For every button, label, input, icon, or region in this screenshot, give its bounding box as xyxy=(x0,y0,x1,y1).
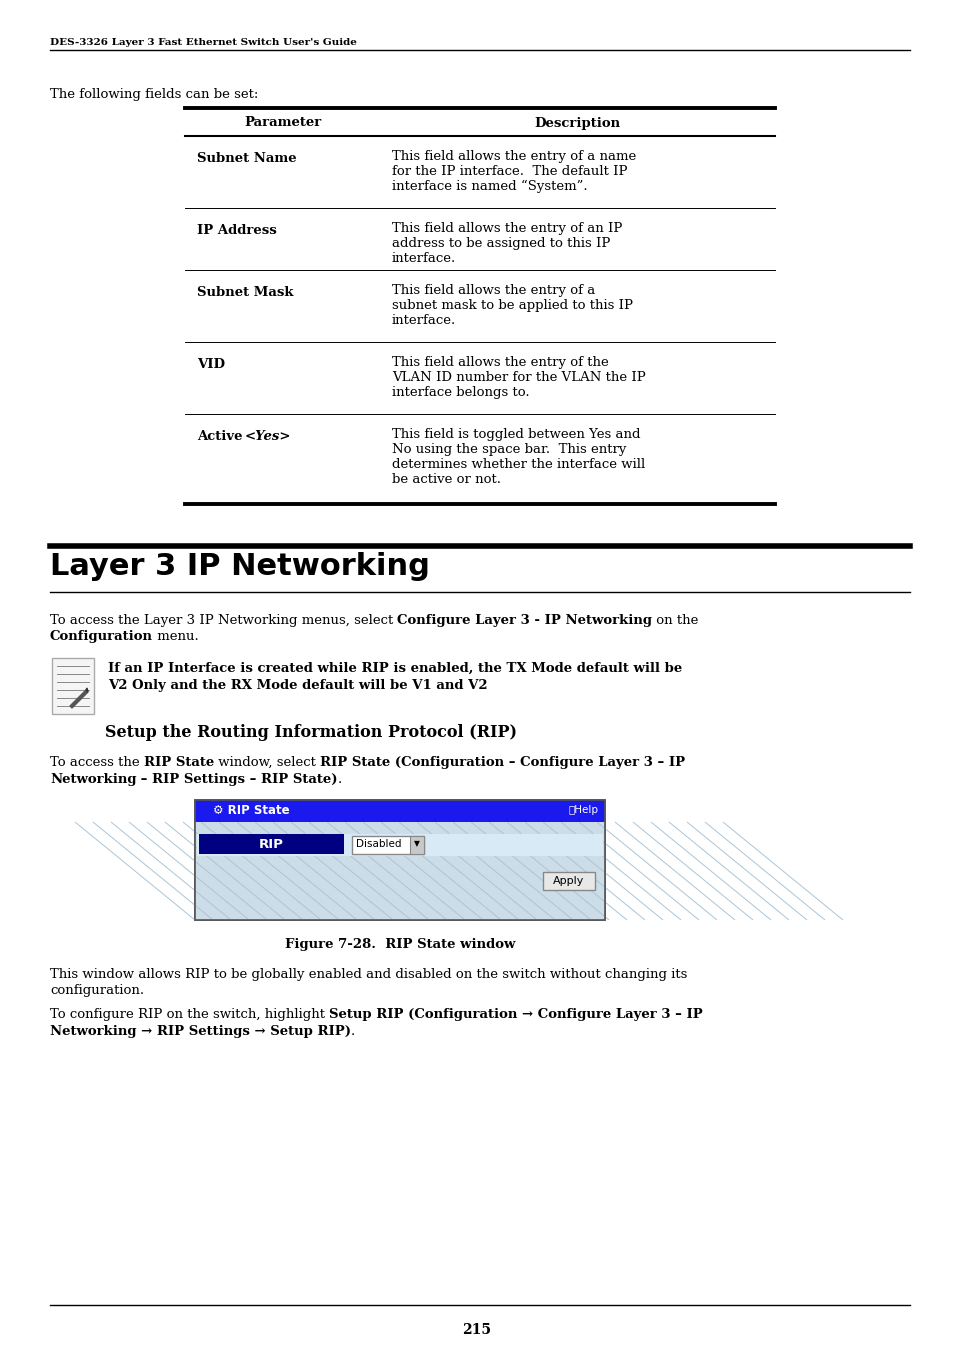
Text: .: . xyxy=(337,773,342,786)
Text: Subnet Mask: Subnet Mask xyxy=(196,286,294,299)
Text: This field allows the entry of a: This field allows the entry of a xyxy=(392,284,595,297)
Bar xyxy=(199,834,344,854)
Text: on the: on the xyxy=(652,613,699,627)
Text: Networking → RIP Settings → Setup RIP): Networking → RIP Settings → Setup RIP) xyxy=(50,1025,351,1038)
Text: Disabled: Disabled xyxy=(355,839,401,848)
Text: Configuration: Configuration xyxy=(50,630,152,643)
Text: subnet mask to be applied to this IP: subnet mask to be applied to this IP xyxy=(392,299,633,312)
Bar xyxy=(194,800,604,920)
Polygon shape xyxy=(70,690,88,708)
Text: This field is toggled between Yes and: This field is toggled between Yes and xyxy=(392,428,639,440)
Text: Active: Active xyxy=(196,430,242,443)
Text: This field allows the entry of an IP: This field allows the entry of an IP xyxy=(392,222,621,235)
Text: To access the Layer 3 IP Networking menus, select: To access the Layer 3 IP Networking menu… xyxy=(50,613,397,627)
Bar xyxy=(352,836,423,854)
Text: .: . xyxy=(351,1025,355,1038)
Text: interface.: interface. xyxy=(392,313,456,327)
Text: VLAN ID number for the VLAN the IP: VLAN ID number for the VLAN the IP xyxy=(392,372,645,384)
Text: Networking: Networking xyxy=(50,773,136,786)
Text: Configure Layer 3 - IP Networking: Configure Layer 3 - IP Networking xyxy=(397,613,652,627)
Text: 215: 215 xyxy=(462,1323,491,1337)
Text: –: – xyxy=(136,773,152,786)
Bar xyxy=(194,800,604,920)
Bar xyxy=(542,871,595,890)
Text: Parameter: Parameter xyxy=(244,116,321,130)
Bar xyxy=(194,800,604,821)
Text: No using the space bar.  This entry: No using the space bar. This entry xyxy=(392,443,626,457)
Text: configuration.: configuration. xyxy=(50,984,144,997)
Text: interface is named “System”.: interface is named “System”. xyxy=(392,180,587,193)
Bar xyxy=(410,836,423,854)
Text: ❓Help: ❓Help xyxy=(568,805,598,815)
Bar xyxy=(194,821,604,920)
Text: The following fields can be set:: The following fields can be set: xyxy=(50,88,258,101)
Text: RIP State (Configuration – Configure Layer 3 – IP: RIP State (Configuration – Configure Lay… xyxy=(320,757,684,769)
Text: Subnet Name: Subnet Name xyxy=(196,153,296,165)
Text: To configure RIP on the switch, highlight: To configure RIP on the switch, highligh… xyxy=(50,1008,329,1021)
Text: RIP State: RIP State xyxy=(144,757,213,769)
Text: This window allows RIP to be globally enabled and disabled on the switch without: This window allows RIP to be globally en… xyxy=(50,969,687,981)
Text: window, select: window, select xyxy=(213,757,320,769)
Text: If an IP Interface is created while RIP is enabled, the TX Mode default will be: If an IP Interface is created while RIP … xyxy=(108,662,681,676)
Text: Setup RIP (Configuration → Configure Layer 3 – IP: Setup RIP (Configuration → Configure Lay… xyxy=(329,1008,702,1021)
Text: V2 Only and the RX Mode default will be V1 and V2: V2 Only and the RX Mode default will be … xyxy=(108,680,487,692)
Text: ▼: ▼ xyxy=(414,839,419,848)
Polygon shape xyxy=(86,688,88,692)
Text: address to be assigned to this IP: address to be assigned to this IP xyxy=(392,236,610,250)
Text: This field allows the entry of a name: This field allows the entry of a name xyxy=(392,150,636,163)
Text: RIP State): RIP State) xyxy=(261,773,337,786)
Text: RIP Settings: RIP Settings xyxy=(152,773,245,786)
Text: Apply: Apply xyxy=(553,875,584,886)
Text: IP Address: IP Address xyxy=(196,224,276,236)
Text: Figure 7-28.  RIP State window: Figure 7-28. RIP State window xyxy=(285,938,515,951)
Text: menu.: menu. xyxy=(152,630,198,643)
Text: DES-3326 Layer 3 Fast Ethernet Switch User's Guide: DES-3326 Layer 3 Fast Ethernet Switch Us… xyxy=(50,38,356,47)
Bar xyxy=(196,834,602,857)
Text: interface.: interface. xyxy=(392,253,456,265)
Text: Description: Description xyxy=(534,116,619,130)
Text: be active or not.: be active or not. xyxy=(392,473,500,486)
Text: VID: VID xyxy=(196,358,225,372)
Text: for the IP interface.  The default IP: for the IP interface. The default IP xyxy=(392,165,627,178)
Text: Setup the Routing Information Protocol (RIP): Setup the Routing Information Protocol (… xyxy=(105,724,517,740)
Text: ⚙ RIP State: ⚙ RIP State xyxy=(213,804,290,816)
Bar xyxy=(52,658,94,713)
Text: <Yes>: <Yes> xyxy=(245,430,292,443)
Text: –: – xyxy=(245,773,261,786)
Text: interface belongs to.: interface belongs to. xyxy=(392,386,529,399)
Text: Layer 3 IP Networking: Layer 3 IP Networking xyxy=(50,553,430,581)
Text: This field allows the entry of the: This field allows the entry of the xyxy=(392,357,608,369)
Text: To access the: To access the xyxy=(50,757,144,769)
Text: RIP: RIP xyxy=(259,838,284,851)
Text: determines whether the interface will: determines whether the interface will xyxy=(392,458,644,471)
